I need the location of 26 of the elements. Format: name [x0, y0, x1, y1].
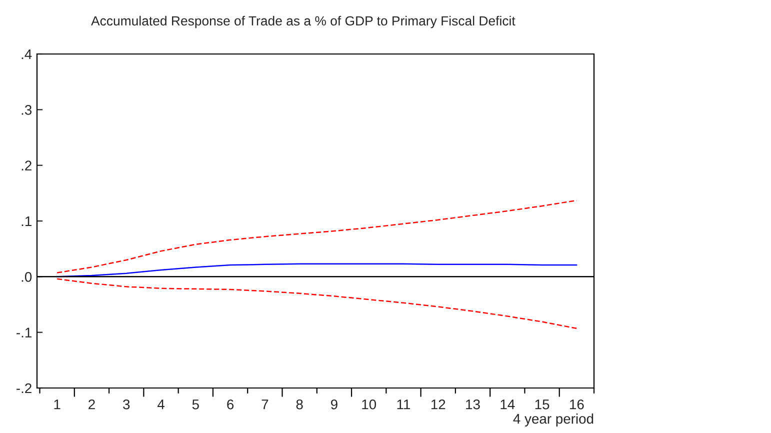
- y-tick-label: .2: [22, 160, 32, 170]
- y-tick-label: .0: [22, 272, 32, 282]
- y-tick-label: .1: [22, 216, 32, 226]
- x-axis-title: 4 year period: [513, 414, 594, 426]
- x-tick-label: 8: [296, 399, 303, 410]
- x-tick-label: 16: [570, 399, 584, 410]
- x-tick-label: 11: [397, 400, 410, 410]
- x-tick-label: 3: [123, 399, 130, 410]
- x-tick-label: 15: [535, 400, 550, 410]
- x-tick-label: 12: [431, 399, 446, 410]
- y-tick-label: -.2: [16, 383, 32, 394]
- chart-title: Accumulated Response of Trade as a % of GDP to Primary Fiscal Deficit: [91, 16, 516, 28]
- y-tick-label: .3: [22, 105, 32, 115]
- x-tick-label: 14: [500, 400, 515, 410]
- y-tick-label: -.1: [16, 328, 32, 338]
- x-tick-label: 2: [88, 399, 95, 410]
- x-tick-label: 4: [157, 400, 164, 410]
- x-tick-label: 6: [227, 399, 234, 410]
- x-tick-label: 7: [262, 400, 268, 410]
- x-tick-label: 9: [330, 399, 338, 410]
- y-tick-label: .4: [22, 49, 32, 60]
- x-tick-label: 5: [192, 400, 199, 410]
- line-series: [56, 278, 578, 330]
- x-tick-label: 1: [54, 400, 60, 410]
- x-tick-label: 10: [362, 399, 376, 410]
- x-tick-label: 13: [466, 399, 480, 410]
